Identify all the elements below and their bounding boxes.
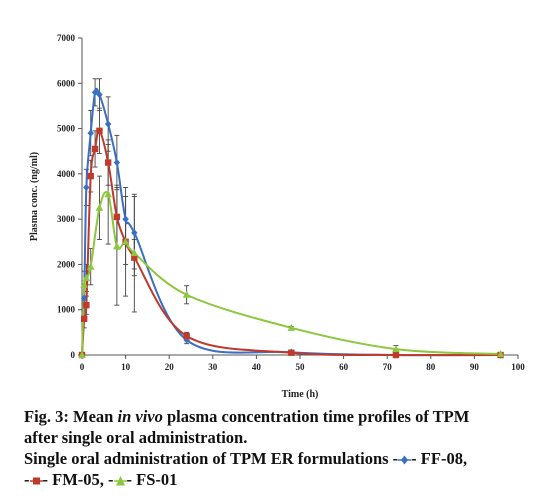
data-point-fs01 xyxy=(392,345,400,353)
y-tick-label: 6000 xyxy=(57,78,76,88)
data-point-ff08 xyxy=(83,183,90,192)
series-markers xyxy=(78,88,505,359)
data-point-fm05 xyxy=(83,301,90,309)
data-point-fs01 xyxy=(182,290,191,298)
data-point-fs01 xyxy=(86,262,95,270)
x-tick-label: 90 xyxy=(470,362,480,372)
y-tick-label: 5000 xyxy=(57,124,76,134)
data-point-fm05 xyxy=(131,254,138,261)
y-tick-label: 1000 xyxy=(57,305,76,315)
x-tick-label: 80 xyxy=(426,362,436,372)
data-point-fm05 xyxy=(104,159,112,166)
data-point-fs01 xyxy=(496,350,505,358)
series-line-fm05 xyxy=(81,129,501,357)
data-point-fm05 xyxy=(288,349,295,356)
data-point-fm05 xyxy=(113,213,121,221)
data-point-ff08 xyxy=(87,129,94,137)
x-tick-label: 10 xyxy=(121,362,131,372)
caption-line-3-text: Single oral administration of TPM ER for… xyxy=(24,449,389,468)
y-axis-title: Plasma conc. (ng/ml) xyxy=(29,152,40,241)
data-point-fs01 xyxy=(104,190,112,198)
data-point-fm05 xyxy=(392,351,400,359)
y-tick-label: 0 xyxy=(71,350,76,360)
chart-axes: 0 1000 2000 3000 4000 5000 6000 7000 0 10 20 30 40 50… xyxy=(57,33,525,372)
legend-label: FM-05, xyxy=(52,470,104,489)
x-tick-label: 60 xyxy=(339,362,349,372)
data-point-fs01 xyxy=(287,323,296,331)
data-point-ff08 xyxy=(113,158,121,167)
data-point-ff08 xyxy=(104,120,112,128)
data-point-fm05 xyxy=(183,332,190,340)
caption-legend-fm05: -- FM-05, xyxy=(24,470,104,489)
x-tick-label: 100 xyxy=(511,362,525,372)
pk-chart: 0 1000 2000 3000 4000 5000 6000 7000 0 10 20 30 40 50… xyxy=(29,33,525,400)
data-point-ff08 xyxy=(122,215,129,223)
caption-legend-fs01: -- FS-01 xyxy=(108,470,178,489)
x-tick-label: 0 xyxy=(80,362,85,372)
y-tick-label: 3000 xyxy=(57,214,76,224)
data-point-fs01 xyxy=(78,351,86,358)
caption-line-2: after single oral administration. xyxy=(24,428,248,447)
caption-line-1: Fig. 3: Mean in vivo plasma concentratio… xyxy=(24,406,544,427)
y-tick-label: 2000 xyxy=(57,259,76,269)
legend-label: FS-01 xyxy=(136,470,178,489)
diamond-marker-icon xyxy=(398,455,412,465)
data-point-fm05 xyxy=(96,127,103,135)
y-tick-label: 4000 xyxy=(57,169,76,179)
caption-italic: in vivo xyxy=(117,407,163,426)
caption-legend-ff08: -- FF-08, xyxy=(392,449,468,468)
caption-fig-rest: plasma concentration time profiles of TP… xyxy=(162,407,470,426)
x-axis-title: Time (h) xyxy=(282,389,319,400)
triangle-marker-icon xyxy=(113,476,127,486)
data-point-fs01 xyxy=(80,280,88,288)
x-tick-label: 20 xyxy=(165,362,175,372)
data-point-fm05 xyxy=(80,315,88,322)
data-point-fs01 xyxy=(113,242,121,250)
series-line-ff08 xyxy=(81,87,501,357)
data-point-fm05 xyxy=(91,145,99,153)
data-point-fs01 xyxy=(121,237,130,245)
data-point-fm05 xyxy=(87,172,94,180)
y-tick-label: 7000 xyxy=(57,33,76,43)
legend-label: FF-08, xyxy=(420,449,468,468)
x-tick-label: 70 xyxy=(383,362,393,372)
data-point-fs01 xyxy=(95,203,104,211)
data-point-fs01 xyxy=(130,249,139,257)
caption-line-4: -- FM-05, -- FS-01 xyxy=(24,469,544,490)
x-tick-label: 40 xyxy=(252,362,262,372)
x-tick-label: 30 xyxy=(208,362,218,372)
error-bars xyxy=(81,78,504,355)
x-tick-label: 50 xyxy=(296,362,306,372)
data-point-ff08 xyxy=(96,91,103,99)
data-point-ff08 xyxy=(80,294,88,302)
figure-caption: Fig. 3: Mean in vivo plasma concentratio… xyxy=(24,406,544,490)
caption-fig-label: Fig. 3: Mean xyxy=(24,407,118,426)
data-point-fs01 xyxy=(82,274,91,282)
data-point-ff08 xyxy=(131,229,138,237)
caption-line-3: Single oral administration of TPM ER for… xyxy=(24,448,544,469)
square-marker-icon xyxy=(29,477,43,485)
series-lines xyxy=(81,87,501,357)
data-point-ff08 xyxy=(183,336,190,344)
